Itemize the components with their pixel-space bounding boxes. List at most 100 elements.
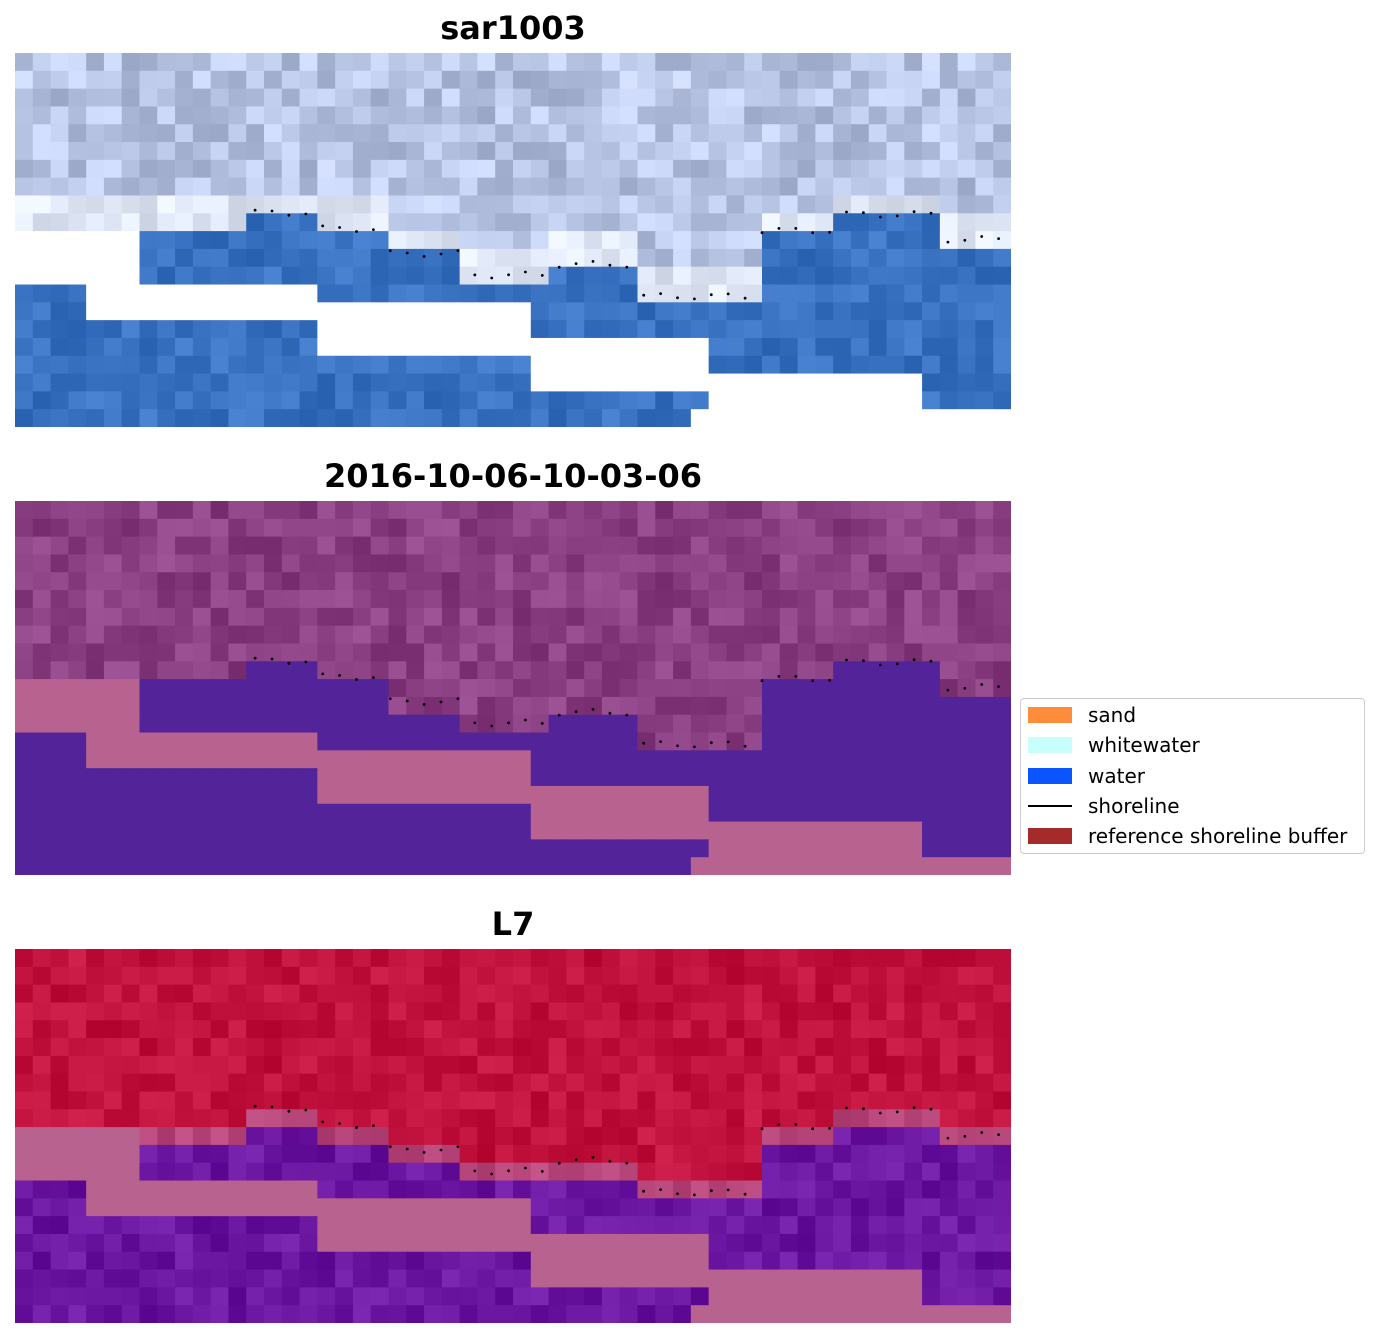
class-pixel xyxy=(548,607,567,627)
rgb-pixel xyxy=(246,284,265,303)
class-pixel xyxy=(868,750,888,769)
index-pixel xyxy=(922,1198,941,1217)
index-pixel xyxy=(424,1109,443,1128)
index-pixel xyxy=(530,1269,550,1288)
rgb-pixel xyxy=(637,337,656,357)
rgb-pixel xyxy=(868,391,888,410)
index-pixel xyxy=(157,949,176,968)
class-pixel xyxy=(86,643,105,662)
rgb-pixel xyxy=(584,142,603,161)
rgb-pixel xyxy=(904,355,923,375)
index-pixel xyxy=(15,1251,34,1271)
index-pixel xyxy=(993,1127,1011,1146)
rgb-pixel xyxy=(86,124,105,143)
index-pixel xyxy=(459,1216,479,1235)
class-pixel xyxy=(601,857,621,875)
rgb-pixel xyxy=(850,53,870,72)
rgb-pixel xyxy=(121,231,141,250)
index-pixel xyxy=(619,966,639,986)
class-pixel xyxy=(264,696,283,716)
index-pixel xyxy=(939,1127,959,1146)
index-pixel xyxy=(175,1198,194,1217)
index-pixel xyxy=(441,1002,461,1021)
rgb-pixel xyxy=(388,213,407,232)
class-pixel xyxy=(32,857,52,875)
rgb-pixel xyxy=(601,53,621,72)
shoreline-dot xyxy=(709,1189,713,1193)
rgb-pixel xyxy=(548,70,567,90)
rgb-pixel xyxy=(86,266,105,286)
index-pixel xyxy=(103,1233,123,1253)
rgb-pixel xyxy=(530,248,550,268)
rgb-pixel xyxy=(370,373,390,392)
class-pixel xyxy=(850,501,870,520)
rgb-pixel xyxy=(495,355,514,375)
index-pixel xyxy=(726,949,745,968)
class-pixel xyxy=(175,696,194,716)
rgb-pixel xyxy=(850,373,870,392)
index-pixel xyxy=(139,1162,158,1182)
rgb-pixel xyxy=(673,337,692,357)
index-pixel xyxy=(335,1073,354,1093)
class-pixel xyxy=(15,803,34,823)
rgb-pixel xyxy=(441,355,461,375)
class-pixel xyxy=(566,768,585,787)
index-pixel xyxy=(975,1055,994,1075)
class-pixel xyxy=(530,501,550,520)
rgb-pixel xyxy=(335,355,354,375)
class-pixel xyxy=(86,661,105,680)
class-pixel xyxy=(566,679,585,698)
index-pixel xyxy=(192,949,212,968)
rgb-pixel xyxy=(762,213,781,232)
class-pixel xyxy=(762,501,781,520)
index-pixel xyxy=(975,966,994,986)
class-pixel xyxy=(868,643,888,662)
index-pixel xyxy=(406,1162,425,1182)
rgb-pixel xyxy=(530,266,550,286)
class-pixel xyxy=(246,554,265,573)
index-pixel xyxy=(637,984,656,1004)
rgb-pixel xyxy=(530,373,550,392)
index-pixel xyxy=(566,1180,585,1199)
class-pixel xyxy=(566,572,585,591)
index-pixel xyxy=(744,1233,763,1253)
class-pixel xyxy=(530,572,550,591)
shoreline-dot xyxy=(659,292,662,295)
rgb-pixel xyxy=(139,70,158,90)
shoreline-dot xyxy=(574,1158,578,1161)
rgb-pixel xyxy=(15,159,34,179)
class-pixel xyxy=(957,750,977,769)
class-pixel xyxy=(548,625,567,645)
rgb-pixel xyxy=(762,337,781,357)
index-pixel xyxy=(281,1216,301,1235)
index-pixel xyxy=(139,984,158,1004)
index-pixel xyxy=(175,1180,194,1199)
class-pixel xyxy=(886,803,905,823)
class-pixel xyxy=(477,857,496,875)
class-pixel xyxy=(655,785,674,805)
index-pixel xyxy=(246,1216,265,1235)
rgb-pixel xyxy=(939,53,959,72)
rgb-pixel xyxy=(32,284,52,303)
class-pixel xyxy=(797,857,816,875)
rgb-pixel xyxy=(246,159,265,179)
rgb-pixel xyxy=(833,142,852,161)
class-pixel xyxy=(815,501,834,520)
class-pixel xyxy=(299,768,318,787)
index-pixel xyxy=(477,1287,496,1306)
rgb-pixel xyxy=(904,142,923,161)
index-pixel xyxy=(904,1073,923,1093)
class-pixel xyxy=(726,679,745,698)
class-pixel xyxy=(584,679,603,698)
index-pixel xyxy=(975,1020,994,1039)
rgb-pixel xyxy=(690,88,710,108)
shoreline-dot xyxy=(878,1111,882,1115)
index-pixel xyxy=(939,966,959,986)
index-pixel xyxy=(352,1073,372,1093)
rgb-pixel xyxy=(797,177,816,197)
rgb-pixel xyxy=(690,213,710,232)
index-pixel xyxy=(708,984,728,1004)
index-pixel xyxy=(317,1269,336,1288)
rgb-pixel xyxy=(637,142,656,161)
legend-label: sand xyxy=(1088,703,1137,727)
